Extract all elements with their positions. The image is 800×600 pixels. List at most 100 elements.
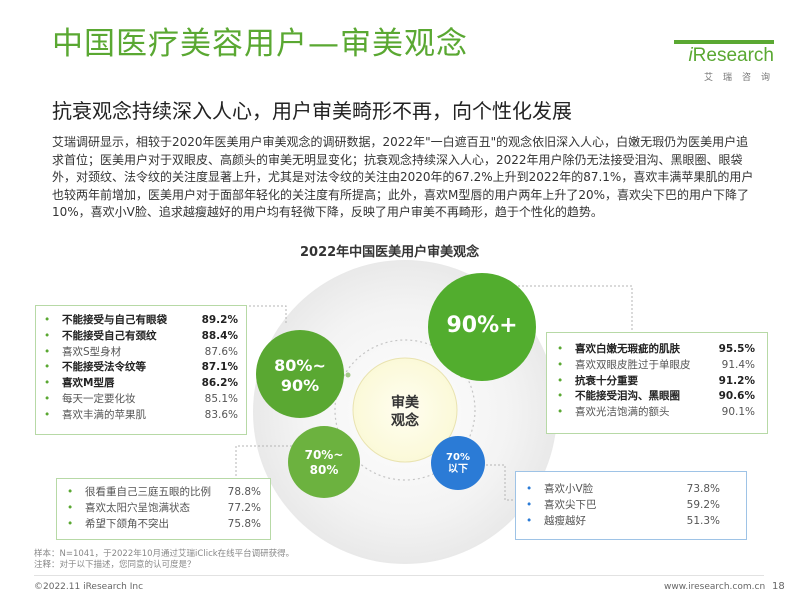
- item-label: 喜欢小V脸: [544, 483, 594, 495]
- item-value: 91.2%: [718, 374, 755, 387]
- item-label: 每天一定要化妆: [62, 392, 136, 405]
- logo-bar: [674, 40, 774, 44]
- bullet-icon: •: [557, 343, 564, 355]
- item-label: 喜欢太阳穴呈饱满状态: [85, 501, 190, 514]
- list-item: • 喜欢白嫩无瑕疵的肌肤 95.5%: [557, 342, 759, 358]
- circle-70-80: [288, 426, 360, 498]
- bullet-icon: •: [44, 314, 51, 326]
- copyright: ©2022.11 iResearch Inc: [34, 582, 144, 592]
- bullet-icon: •: [557, 374, 564, 387]
- item-value: 90.1%: [721, 406, 755, 419]
- item-label: 越瘦越好: [544, 514, 586, 527]
- bullet-icon: •: [526, 498, 533, 511]
- list-70-80: • 很看重自己三庭五眼的比例 78.8% • 喜欢太阳穴呈饱满状态 77.2% • 希望下颌角…: [67, 485, 265, 532]
- item-label: 喜欢尖下巴: [544, 498, 597, 511]
- label-80-90: 80%~ 90%: [274, 356, 326, 395]
- logo-wordmark: iResearch: [688, 45, 774, 66]
- item-value: 90.6%: [718, 390, 755, 403]
- list-below-70: • 喜欢小V脸 73.8% • 喜欢尖下巴 59.2% • 越瘦越好 51.3%: [526, 482, 726, 529]
- item-value: 77.2%: [227, 501, 261, 514]
- item-label: 希望下颌角不突出: [85, 517, 169, 530]
- list-90-plus: • 喜欢白嫩无瑕疵的肌肤 95.5% • 喜欢双眼皮胜过于单眼皮 91.4% • 抗衰十分重要…: [557, 342, 759, 421]
- item-value: 87.1%: [201, 361, 238, 374]
- bullet-icon: •: [557, 406, 564, 419]
- bullet-icon: •: [44, 377, 51, 390]
- label-below-70: 70% 以下: [446, 452, 470, 475]
- list-item: • 不能接受与自己有眼袋 89.2%: [44, 313, 240, 329]
- orbit-dot: [345, 372, 351, 378]
- sample-note: 样本：N=1041，于2022年10月通过艾瑞iClick在线平台调研获得。 注…: [34, 549, 295, 570]
- list-80-90: • 不能接受与自己有眼袋 89.2% • 不能接受自己有颈纹 88.4% • 喜欢S型身材 87…: [44, 313, 240, 424]
- diagram-title: 2022年中国医美用户审美观念: [300, 245, 480, 260]
- bullet-icon: •: [526, 483, 533, 495]
- item-label: 喜欢白嫩无瑕疵的肌肤: [575, 343, 680, 355]
- item-label: 喜欢双眼皮胜过于单眼皮: [575, 358, 691, 371]
- list-item: • 希望下颌角不突出 75.8%: [67, 517, 265, 533]
- footer-divider: [34, 575, 764, 576]
- item-label: 抗衰十分重要: [575, 374, 638, 387]
- item-label: 很看重自己三庭五眼的比例: [85, 486, 211, 498]
- list-item: • 喜欢光洁饱满的额头 90.1%: [557, 405, 759, 421]
- item-value: 87.6%: [204, 345, 238, 358]
- page-number: 18: [772, 581, 785, 592]
- bullet-icon: •: [67, 486, 74, 498]
- orbit-ring: [334, 339, 476, 481]
- list-item: • 越瘦越好 51.3%: [526, 514, 726, 530]
- website-link[interactable]: www.iresearch.com.cn: [664, 582, 766, 592]
- bullet-icon: •: [44, 408, 51, 421]
- list-item: • 不能接受自己有颈纹 88.4%: [44, 329, 240, 345]
- bullet-icon: •: [44, 345, 51, 358]
- body-paragraph: 艾瑞调研显示，相较于2020年医美用户审美观念的调研数据，2022年"一白遮百丑…: [52, 135, 754, 219]
- list-item: • 喜欢双眼皮胜过于单眼皮 91.4%: [557, 358, 759, 374]
- item-value: 73.8%: [686, 483, 720, 495]
- list-item: • 喜欢太阳穴呈饱满状态 77.2%: [67, 501, 265, 517]
- item-value: 75.8%: [227, 517, 261, 530]
- bullet-icon: •: [526, 514, 533, 527]
- item-value: 95.5%: [718, 343, 755, 355]
- list-item: • 每天一定要化妆 85.1%: [44, 392, 240, 408]
- bullet-icon: •: [67, 501, 74, 514]
- item-value: 89.2%: [201, 314, 238, 326]
- list-item: • 喜欢丰满的苹果肌 83.6%: [44, 408, 240, 424]
- list-item: • 不能接受泪沟、黑眼圈 90.6%: [557, 389, 759, 405]
- list-item: • 喜欢S型身材 87.6%: [44, 345, 240, 361]
- bullet-icon: •: [557, 358, 564, 371]
- list-box-80-90: • 不能接受与自己有眼袋 89.2% • 不能接受自己有颈纹 88.4% • 喜欢S型身材 87…: [35, 305, 247, 435]
- item-value: 59.2%: [686, 498, 720, 511]
- item-value: 91.4%: [721, 358, 755, 371]
- item-label: 喜欢光洁饱满的额头: [575, 406, 670, 419]
- list-item: • 很看重自己三庭五眼的比例 78.8%: [67, 485, 265, 501]
- circle-80-90: [256, 330, 344, 418]
- bullet-icon: •: [44, 361, 51, 374]
- item-label: 不能接受泪沟、黑眼圈: [575, 390, 680, 403]
- center-label: 审美 观念: [391, 395, 419, 429]
- item-label: 喜欢丰满的苹果肌: [62, 408, 146, 421]
- label-90-plus: 90%+: [446, 313, 518, 338]
- item-value: 83.6%: [204, 408, 238, 421]
- page-title: 中国医疗美容用户—审美观念: [52, 26, 468, 62]
- bullet-icon: •: [44, 392, 51, 405]
- circle-90-plus: [428, 273, 536, 381]
- center-disc: [352, 357, 458, 463]
- item-label: 不能接受与自己有眼袋: [62, 314, 167, 326]
- label-70-80: 70%~ 80%: [304, 448, 344, 477]
- list-item: • 不能接受法令纹等 87.1%: [44, 360, 240, 376]
- bullet-icon: •: [44, 329, 51, 342]
- item-value: 88.4%: [201, 329, 238, 342]
- bullet-icon: •: [67, 517, 74, 530]
- list-item: • 喜欢小V脸 73.8%: [526, 482, 726, 498]
- item-label: 喜欢M型唇: [62, 377, 115, 390]
- item-label: 不能接受自己有颈纹: [62, 329, 157, 342]
- item-value: 78.8%: [227, 486, 261, 498]
- bullet-icon: •: [557, 390, 564, 403]
- list-box-below-70: • 喜欢小V脸 73.8% • 喜欢尖下巴 59.2% • 越瘦越好 51.3%: [515, 471, 747, 540]
- item-value: 86.2%: [201, 377, 238, 390]
- item-value: 85.1%: [204, 392, 238, 405]
- item-value: 51.3%: [686, 514, 720, 527]
- item-label: 不能接受法令纹等: [62, 361, 146, 374]
- circle-below-70: [431, 436, 485, 490]
- list-item: • 喜欢尖下巴 59.2%: [526, 498, 726, 514]
- connector-lines: [235, 285, 633, 501]
- logo-subtext: 艾瑞咨询: [703, 73, 780, 83]
